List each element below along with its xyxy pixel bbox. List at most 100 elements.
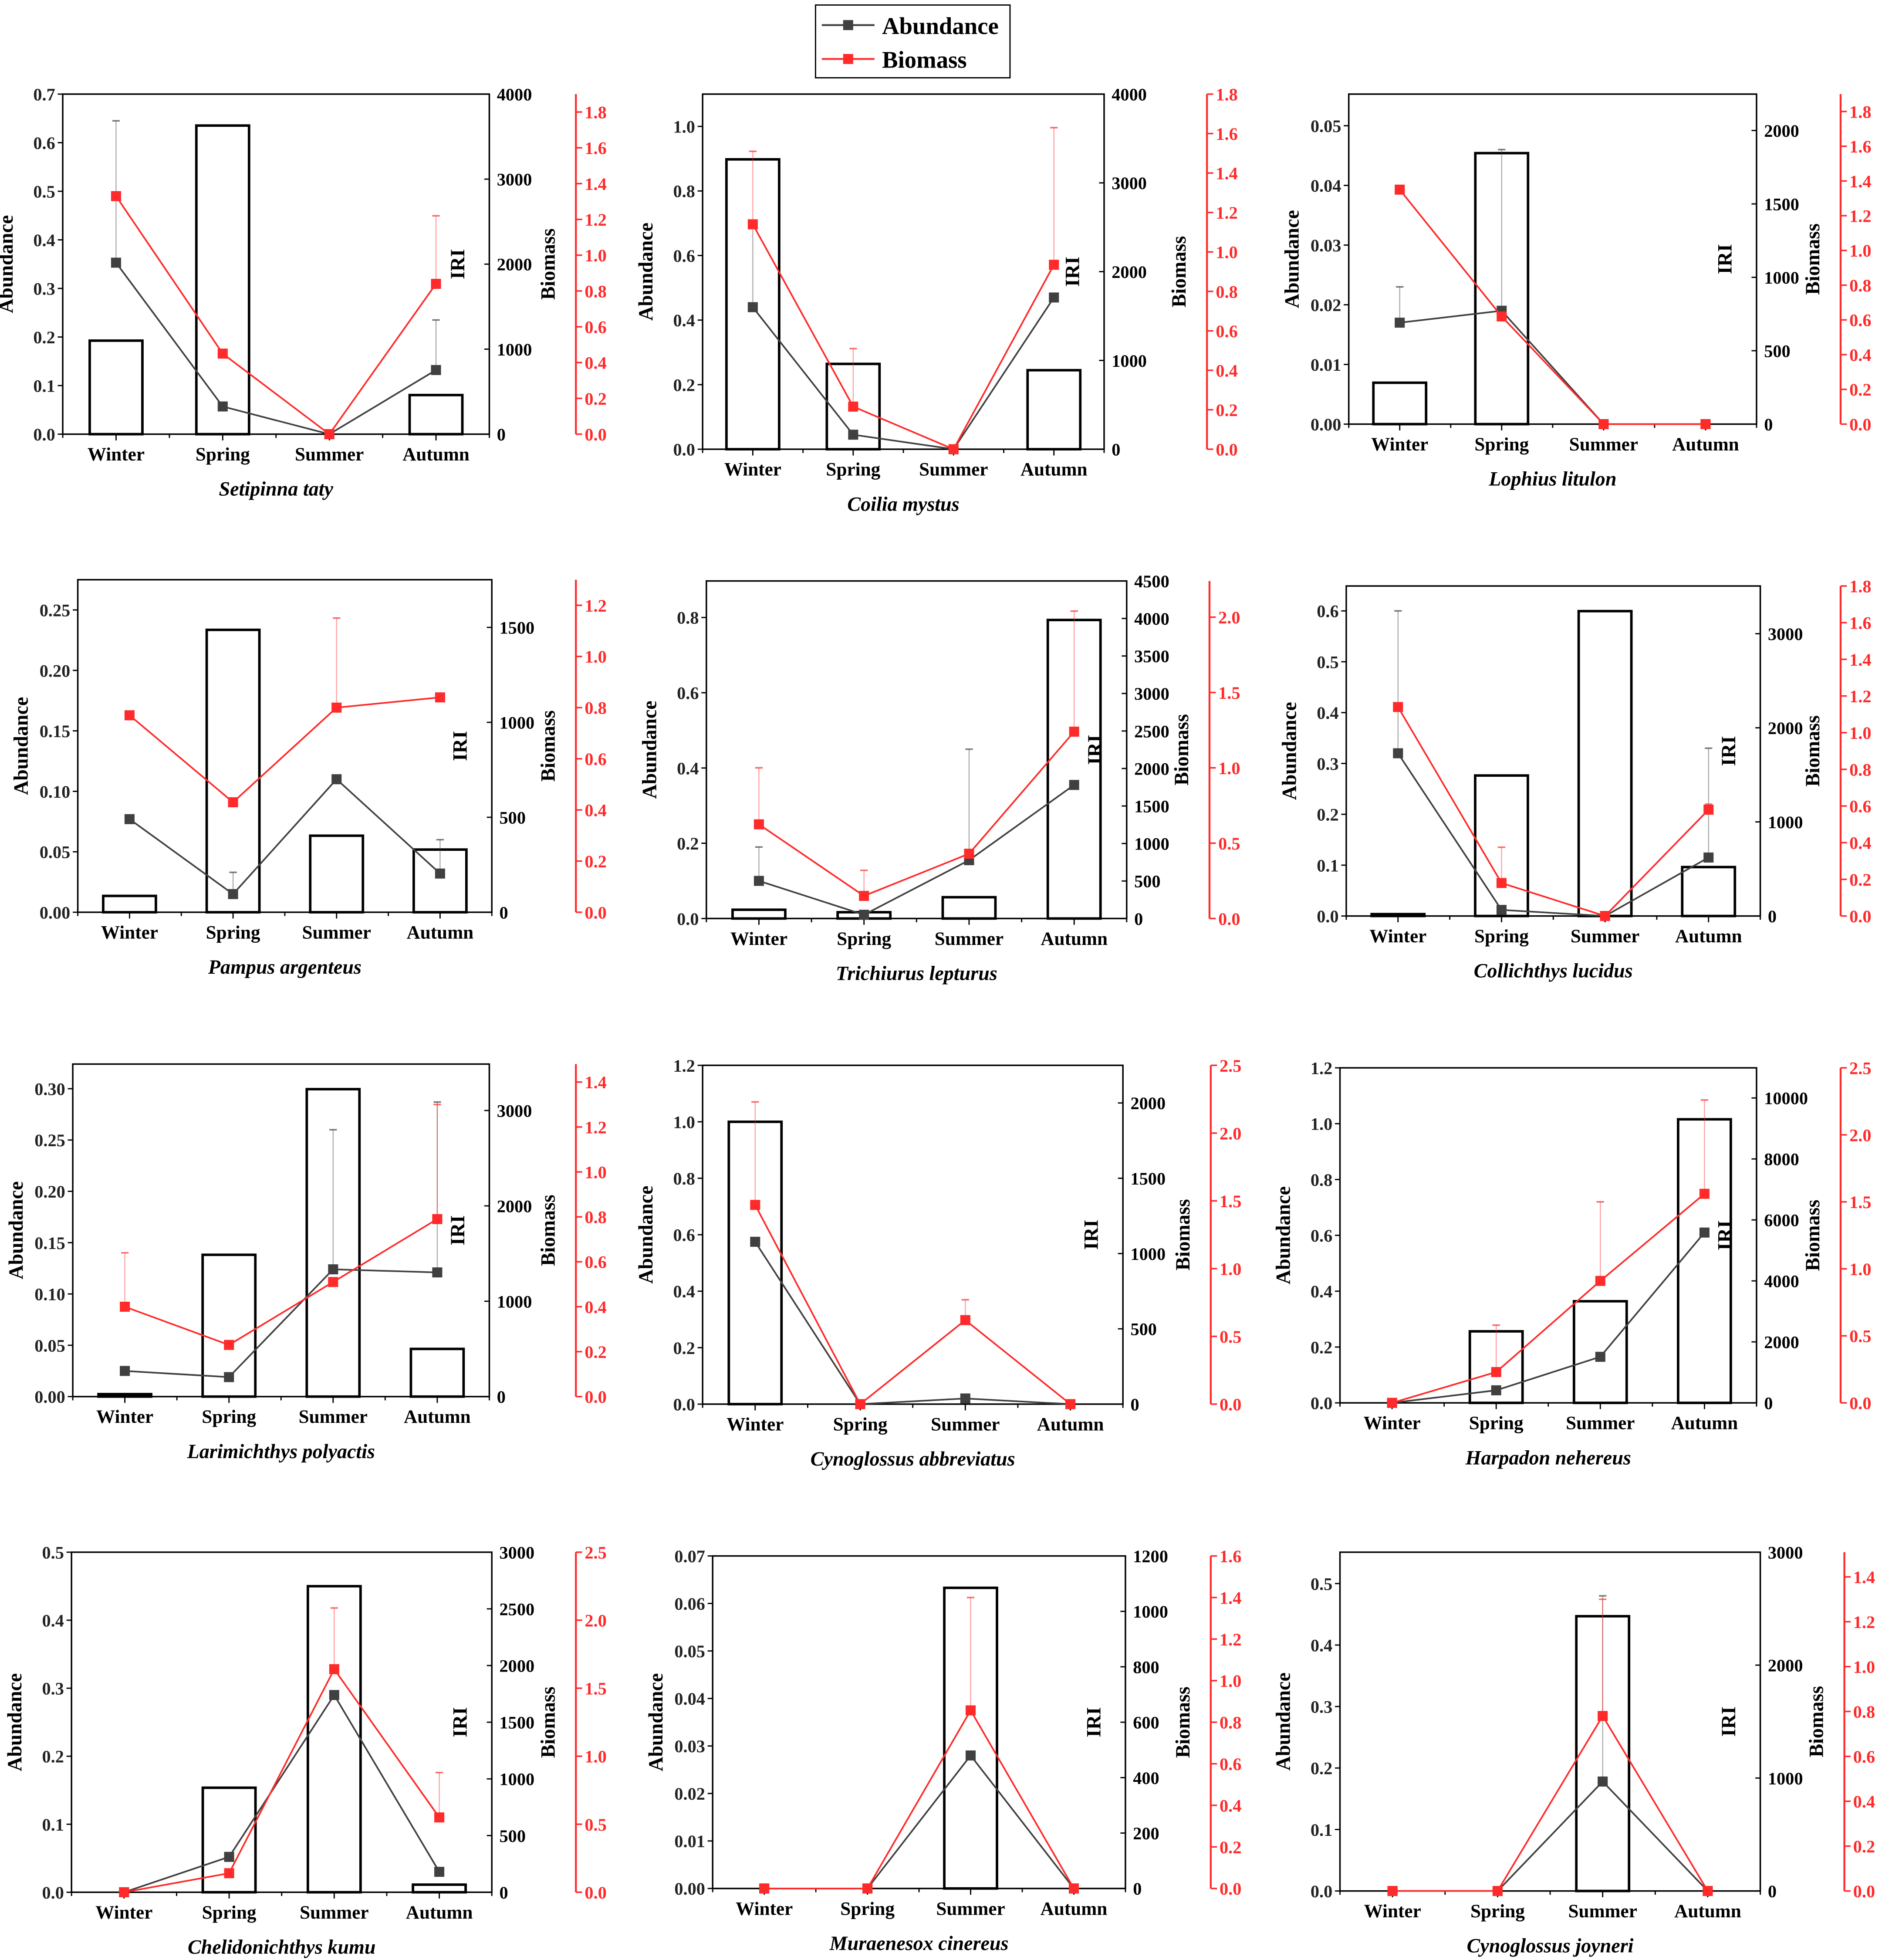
abundance-tick-label: 0.2 <box>1311 1759 1332 1778</box>
abundance-point-spring <box>228 889 238 899</box>
abundance-tick-label: 1.0 <box>673 117 695 137</box>
biomass-tick-label: 1.0 <box>1849 723 1871 743</box>
iri-tick-label: 1500 <box>1134 797 1169 816</box>
biomass-tick-label: 1.8 <box>1849 102 1871 122</box>
biomass-point-winter <box>124 710 135 721</box>
biomass-tick-label: 0.2 <box>585 852 606 871</box>
biomass-tick-label: 0.8 <box>1853 1702 1875 1722</box>
plot-frame <box>712 1555 1126 1889</box>
legend: Abundance Biomass <box>814 4 1011 79</box>
abundance-tick-label: 0.2 <box>1317 805 1338 825</box>
biomass-line <box>1397 706 1710 917</box>
x-tick-label: Spring <box>1474 434 1529 455</box>
biomass-point-spring <box>855 1399 865 1409</box>
x-tick-label: Winter <box>101 922 158 943</box>
biomass-tick-label: 1.5 <box>585 1679 606 1699</box>
biomass-point-spring <box>862 1883 873 1894</box>
iri-tick-label: 500 <box>1134 872 1160 891</box>
abundance-point-autumn <box>1703 852 1714 863</box>
abundance-point-winter <box>747 302 758 312</box>
x-tick-label: Spring <box>202 1902 257 1923</box>
x-tick-label: Autumn <box>1041 929 1108 949</box>
biomass-tick-label: 2.0 <box>1220 1124 1241 1143</box>
x-tick-label: Spring <box>840 1899 895 1919</box>
abundance-tick-label: 0.3 <box>1317 754 1338 774</box>
abundance-tick-label: 0.0 <box>1317 907 1338 926</box>
biomass-point-autumn <box>431 278 441 289</box>
biomass-tick-label: 1.8 <box>585 103 606 122</box>
iri-axis-title: IRI <box>1717 1706 1740 1737</box>
abundance-tick-label: 0.0 <box>42 1883 64 1902</box>
abundance-tick-label: 0.05 <box>40 843 71 862</box>
biomass-tick-label: 0.5 <box>1849 1327 1871 1346</box>
biomass-point-autumn <box>1049 260 1059 270</box>
biomass-tick-label: 0.5 <box>585 1815 606 1835</box>
iri-axis-title: IRI <box>1084 735 1106 765</box>
biomass-point-autumn <box>432 1214 443 1224</box>
biomass-tick-label: 1.0 <box>585 1162 606 1182</box>
abundance-tick-label: 0.6 <box>673 1225 695 1245</box>
x-tick-label: Spring <box>196 444 250 465</box>
iri-tick-label: 600 <box>1133 1713 1159 1733</box>
iri-tick-label: 0 <box>497 425 506 444</box>
plot-frame <box>71 1551 493 1893</box>
iri-tick-label: 3000 <box>1134 684 1169 704</box>
abundance-tick-label: 0.5 <box>33 182 55 201</box>
biomass-tick-label: 0.4 <box>585 1297 606 1317</box>
plot-frame <box>1339 1551 1761 1892</box>
iri-tick-label: 0 <box>500 903 508 922</box>
plot-frame <box>1348 93 1757 425</box>
iri-tick-label: 2000 <box>1112 262 1147 282</box>
x-tick-label: Winter <box>726 1415 784 1435</box>
biomass-tick-label: 1.4 <box>1849 650 1871 670</box>
biomass-tick-label: 0.2 <box>1853 1837 1875 1856</box>
x-tick-label: Autumn <box>1675 926 1742 947</box>
abundance-tick-label: 0.00 <box>674 1879 705 1899</box>
biomass-tick-label: 0.8 <box>585 1208 606 1227</box>
iri-tick-label: 500 <box>1130 1320 1156 1339</box>
biomass-tick-label: 0.2 <box>1220 1838 1241 1857</box>
abundance-point-autumn <box>432 1267 443 1278</box>
abundance-axis-title: Abundance <box>0 215 17 313</box>
abundance-point-autumn <box>435 868 445 879</box>
biomass-tick-label: 1.0 <box>1220 1671 1241 1691</box>
iri-bar-autumn <box>1026 369 1082 451</box>
abundance-tick-label: 1.0 <box>673 1112 695 1132</box>
iri-axis-title: IRI <box>449 1707 471 1737</box>
x-tick-label: Spring <box>1469 1413 1524 1434</box>
abundance-axis-title: Abundance <box>1272 1672 1294 1770</box>
biomass-point-autumn <box>1703 804 1714 815</box>
abundance-point-summer <box>329 1690 339 1700</box>
species-title: Trichiurus lepturus <box>836 962 997 985</box>
x-tick-label: Winter <box>730 929 787 949</box>
biomass-tick-label: 1.0 <box>1218 758 1240 778</box>
biomass-axis-title: Biomass <box>537 1195 559 1266</box>
iri-tick-label: 3000 <box>1768 1543 1803 1562</box>
iri-axis-title: IRI <box>1713 244 1736 274</box>
biomass-tick-label: 0.6 <box>1216 322 1237 341</box>
biomass-point-autumn <box>1703 1886 1713 1896</box>
biomass-axis-title: Biomass <box>1801 715 1824 787</box>
iri-tick-label: 0 <box>1768 1882 1777 1901</box>
abundance-point-winter <box>111 257 121 268</box>
panel-7: Winter Spring Summer Autumn0.000.050.100.15… <box>5 1063 607 1462</box>
iri-tick-label: 2500 <box>500 1599 535 1619</box>
abundance-axis-title: Abundance <box>10 697 32 795</box>
iri-tick-label: 2000 <box>1134 759 1169 779</box>
panel-9: Winter Spring Summer Autumn 0.0 0.2 0.4 0.6 0.8 1… <box>1272 1059 1871 1469</box>
x-tick-label: Spring <box>1470 1901 1525 1922</box>
panel-3: Winter Spring Summer Autumn0.000.010.020.03… <box>1281 93 1871 490</box>
x-tick-label: Autumn <box>404 1407 471 1427</box>
biomass-tick-label: 1.8 <box>1216 85 1237 104</box>
iri-bar-winter <box>1372 381 1428 426</box>
abundance-point-winter <box>750 1236 760 1247</box>
abundance-point-summer <box>1595 1351 1605 1362</box>
biomass-tick-label: 1.4 <box>1849 172 1871 191</box>
biomass-point-spring <box>1497 311 1507 322</box>
iri-bar-autumn <box>1681 866 1737 917</box>
iri-bar-autumn <box>408 393 464 436</box>
biomass-point-winter <box>1387 1398 1397 1408</box>
iri-axis-title: IRI <box>449 731 471 761</box>
biomass-tick-label: 1.5 <box>1849 1192 1871 1212</box>
biomass-tick-label: 0.0 <box>1216 440 1237 460</box>
